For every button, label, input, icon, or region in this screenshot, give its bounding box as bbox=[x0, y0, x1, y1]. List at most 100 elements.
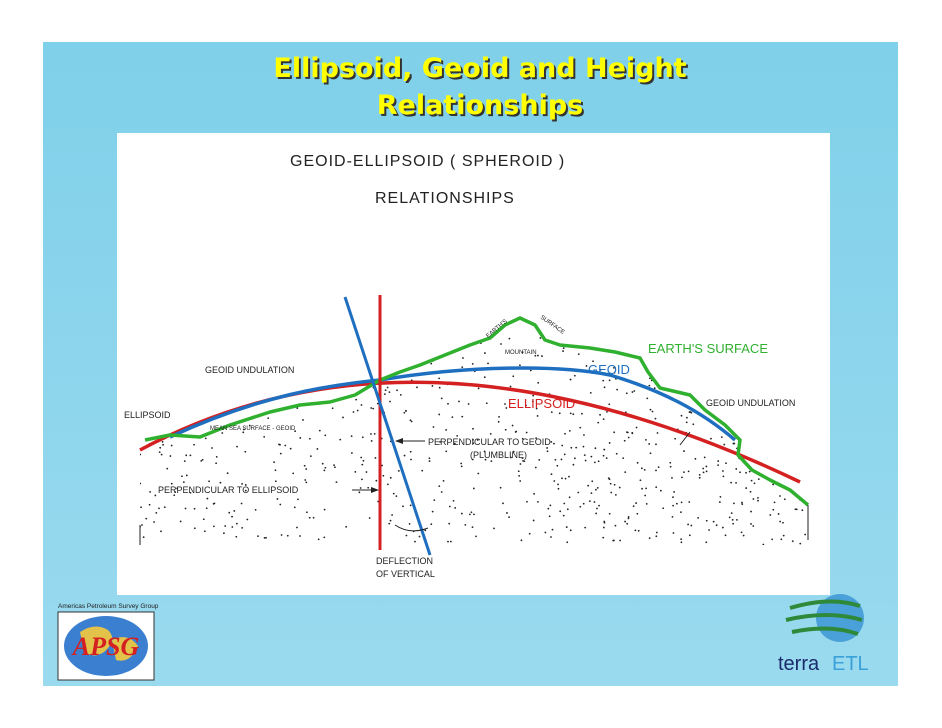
stipple-dot bbox=[158, 507, 160, 510]
stipple-dot bbox=[631, 431, 634, 434]
stipple-dot bbox=[672, 504, 675, 507]
stipple-dot bbox=[360, 404, 363, 406]
stipple-dot bbox=[212, 502, 215, 505]
stipple-dot bbox=[573, 374, 576, 377]
stipple-dot bbox=[284, 444, 287, 447]
stipple-dot bbox=[572, 413, 575, 416]
stipple-dot bbox=[316, 448, 319, 450]
stipple-dot bbox=[608, 379, 611, 382]
stipple-dot bbox=[538, 458, 541, 461]
stipple-dot bbox=[375, 479, 378, 482]
stipple-dot bbox=[683, 450, 685, 452]
stipple-dot bbox=[659, 489, 662, 492]
stipple-dot bbox=[296, 526, 298, 529]
stipple-dot bbox=[213, 525, 215, 528]
geoid-curve bbox=[169, 366, 737, 442]
diagram-heading: GEOID-ELLIPSOID ( SPHEROID ) bbox=[290, 153, 565, 170]
stipple-dot bbox=[680, 538, 683, 541]
stipple-dot bbox=[804, 533, 807, 536]
stipple-dot bbox=[182, 481, 185, 484]
stipple-dot bbox=[461, 366, 464, 369]
stipple-dot bbox=[461, 415, 464, 418]
stipple-dot bbox=[536, 415, 539, 417]
stipple-dot bbox=[497, 420, 500, 423]
stipple-dot bbox=[424, 529, 427, 532]
stipple-dot bbox=[750, 479, 753, 482]
label: ELLIPSOID bbox=[124, 410, 171, 420]
stipple-dot bbox=[305, 468, 308, 470]
stipple-dot bbox=[569, 378, 572, 381]
plumbline bbox=[343, 296, 432, 556]
stipple-dot bbox=[582, 445, 585, 448]
stipple-dot bbox=[410, 458, 412, 461]
stipple-dot bbox=[722, 470, 724, 472]
stipple-dot bbox=[305, 481, 308, 484]
stipple-dot bbox=[512, 450, 515, 453]
stipple-dot bbox=[655, 531, 658, 534]
stipple-dot bbox=[532, 400, 534, 403]
stipple-dot bbox=[409, 419, 412, 422]
stipple-dot bbox=[631, 391, 634, 393]
stipple-dot bbox=[440, 491, 443, 493]
stipple-dot bbox=[535, 407, 538, 410]
stipple-dot bbox=[265, 536, 267, 539]
stipple-dot bbox=[537, 500, 539, 503]
stipple-dot bbox=[273, 461, 275, 464]
stipple-dot bbox=[596, 507, 598, 510]
stipple-dot bbox=[502, 502, 504, 505]
stipple-dot bbox=[724, 534, 727, 537]
stipple-dot bbox=[557, 487, 560, 490]
stipple-dot bbox=[791, 540, 794, 543]
stipple-dot bbox=[568, 429, 571, 432]
stipple-dot bbox=[508, 516, 510, 519]
stipple-dot bbox=[458, 400, 460, 403]
stipple-dot bbox=[471, 458, 474, 461]
stipple-dot bbox=[685, 421, 688, 424]
stipple-dot bbox=[428, 457, 431, 460]
stipple-dot bbox=[431, 385, 434, 387]
stipple-dot bbox=[739, 471, 741, 474]
logo-text: terra bbox=[778, 653, 820, 675]
stipple-dot bbox=[233, 510, 236, 512]
stipple-dot bbox=[519, 463, 522, 465]
stipple-dot bbox=[160, 530, 162, 533]
stipple-dot bbox=[321, 462, 324, 465]
stipple-dot bbox=[476, 439, 479, 441]
stipple-dot bbox=[450, 540, 452, 543]
stipple-dot bbox=[772, 508, 775, 511]
stipple-dot bbox=[547, 507, 550, 510]
stipple-dot bbox=[445, 450, 448, 453]
stipple-dot bbox=[306, 511, 308, 514]
stipple-dot bbox=[200, 459, 203, 462]
stipple-dot bbox=[603, 521, 606, 524]
stipple-dot bbox=[606, 410, 608, 413]
stipple-dot bbox=[579, 426, 582, 429]
stipple-dot bbox=[549, 504, 552, 507]
stipple-dot bbox=[361, 478, 363, 481]
logo-caption: Americas Petroleum Survey Group bbox=[58, 603, 159, 610]
stipple-dot bbox=[671, 515, 674, 518]
stipple-dot bbox=[451, 416, 454, 419]
stipple-dot bbox=[529, 369, 532, 372]
stipple-dot bbox=[389, 519, 392, 522]
stipple-dot bbox=[750, 510, 752, 513]
stipple-dot bbox=[745, 471, 747, 474]
stipple-dot bbox=[618, 486, 621, 489]
pointer bbox=[679, 431, 691, 446]
stipple-dot bbox=[360, 456, 363, 459]
stipple-dot bbox=[731, 518, 734, 521]
stipple-dot bbox=[732, 522, 734, 525]
stipple-dot bbox=[596, 486, 599, 489]
stipple-dot bbox=[308, 516, 311, 519]
stipple-dot bbox=[640, 467, 643, 470]
stipple-dot bbox=[558, 412, 561, 415]
stipple-dot bbox=[368, 517, 371, 519]
stipple-dot bbox=[689, 411, 692, 413]
stipple-dot bbox=[772, 483, 775, 486]
stipple-dot bbox=[460, 462, 463, 465]
stipple-dot bbox=[244, 484, 247, 486]
stipple-dot bbox=[801, 509, 804, 512]
stipple-dot bbox=[648, 384, 651, 387]
stipple-dot bbox=[228, 511, 231, 514]
stipple-dot bbox=[204, 437, 207, 440]
